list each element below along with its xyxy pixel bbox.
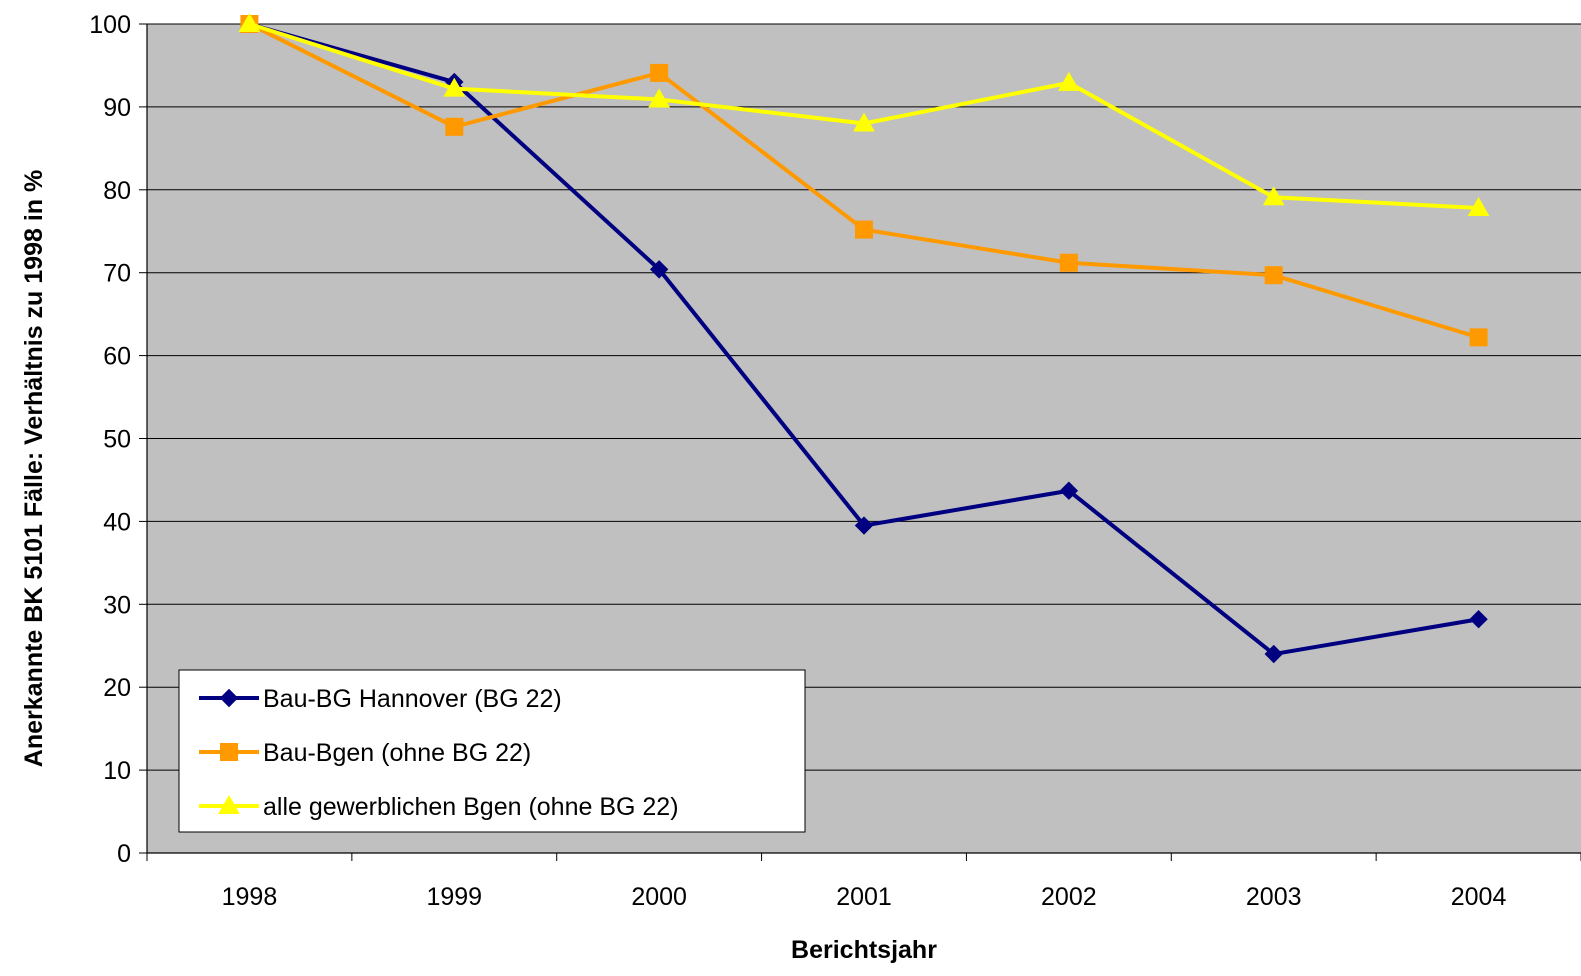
y-axis-label: Anerkannte BK 5101 Fälle: Verhältnis zu … [20, 170, 48, 767]
legend-marker [218, 794, 240, 814]
data-point [855, 220, 873, 239]
gridlines [147, 23, 1581, 771]
data-point [648, 88, 671, 108]
x-tick-label: 2000 [631, 883, 687, 911]
legend-marker [219, 688, 239, 708]
legend-box [178, 669, 806, 833]
y-tick-label: 100 [89, 11, 131, 39]
data-point [854, 516, 874, 535]
data-point [650, 63, 669, 82]
data-point [238, 12, 261, 32]
series-layer [238, 12, 1490, 664]
x-tick-label: 2002 [1041, 883, 1097, 911]
legend-marker [220, 743, 238, 761]
x-tick-label: 2004 [1451, 883, 1507, 911]
x-tick-label: 1999 [426, 883, 482, 911]
x-tick-label: 2001 [836, 883, 892, 911]
data-point [1264, 644, 1283, 664]
y-tick-label: 50 [103, 426, 131, 454]
x-axis-ticks: 1998 1999 2000 2001 2002 2003 2004 [146, 853, 1581, 911]
legend-item: Bau-BG Hannover (BG 22) [199, 685, 562, 713]
data-point [1469, 610, 1488, 629]
y-tick-label: 40 [103, 508, 131, 536]
y-tick-label: 70 [103, 260, 131, 288]
x-axis-label: Berichtsjahr [791, 936, 937, 964]
x-tick-label: 2003 [1246, 883, 1302, 911]
data-point [443, 77, 466, 97]
y-tick-label: 20 [103, 674, 131, 702]
y-tick-label: 10 [103, 757, 131, 785]
data-point [445, 117, 464, 136]
y-tick-label: 60 [103, 343, 131, 371]
data-point [1057, 71, 1080, 91]
data-point [853, 112, 875, 132]
series-3 [238, 12, 1490, 217]
data-point [1467, 197, 1490, 217]
y-tick-label: 90 [103, 94, 131, 122]
legend-label: Bau-BG Hannover (BG 22) [263, 685, 562, 713]
legend-item: alle gewerblichen Bgen (ohne BG 22) [199, 793, 679, 821]
legend: Bau-BG Hannover (BG 22) Bau-Bgen (ohne BG… [178, 669, 806, 833]
legend-label: alle gewerblichen Bgen (ohne BG 22) [263, 793, 679, 821]
y-tick-label: 80 [103, 177, 131, 205]
data-point [649, 260, 669, 279]
y-tick-label: 30 [103, 591, 131, 619]
series-2 [240, 15, 1488, 347]
data-point [1264, 266, 1283, 285]
legend-item: Bau-Bgen (ohne BG 22) [199, 739, 531, 767]
legend-label: Bau-Bgen (ohne BG 22) [263, 739, 531, 767]
data-point [1059, 481, 1079, 500]
y-axis-ticks: 0 10 20 30 40 50 60 70 80 90 100 [89, 11, 147, 868]
data-point [1262, 186, 1285, 206]
y-tick-label: 0 [117, 840, 131, 868]
data-point [1059, 253, 1078, 272]
x-tick-label: 1998 [222, 883, 278, 911]
data-point [1469, 328, 1488, 347]
